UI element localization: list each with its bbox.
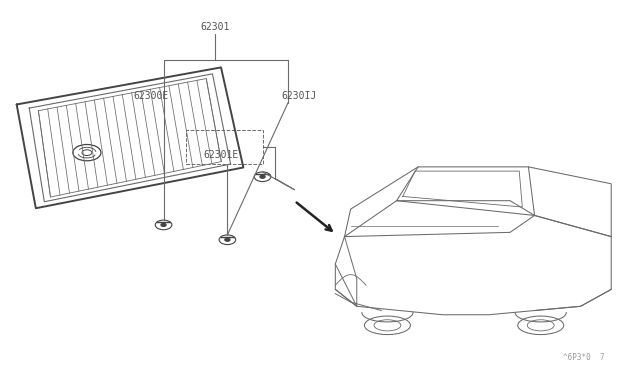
Circle shape [225,238,230,241]
Text: 62301: 62301 [200,22,229,32]
Bar [186,131,262,164]
Text: ^6P3*0  7: ^6P3*0 7 [563,353,604,362]
Text: 62300E: 62300E [133,91,168,101]
Circle shape [260,175,265,178]
Text: 6230IJ: 6230IJ [282,91,317,101]
Circle shape [161,224,166,226]
Text: 62301E: 62301E [204,150,239,160]
